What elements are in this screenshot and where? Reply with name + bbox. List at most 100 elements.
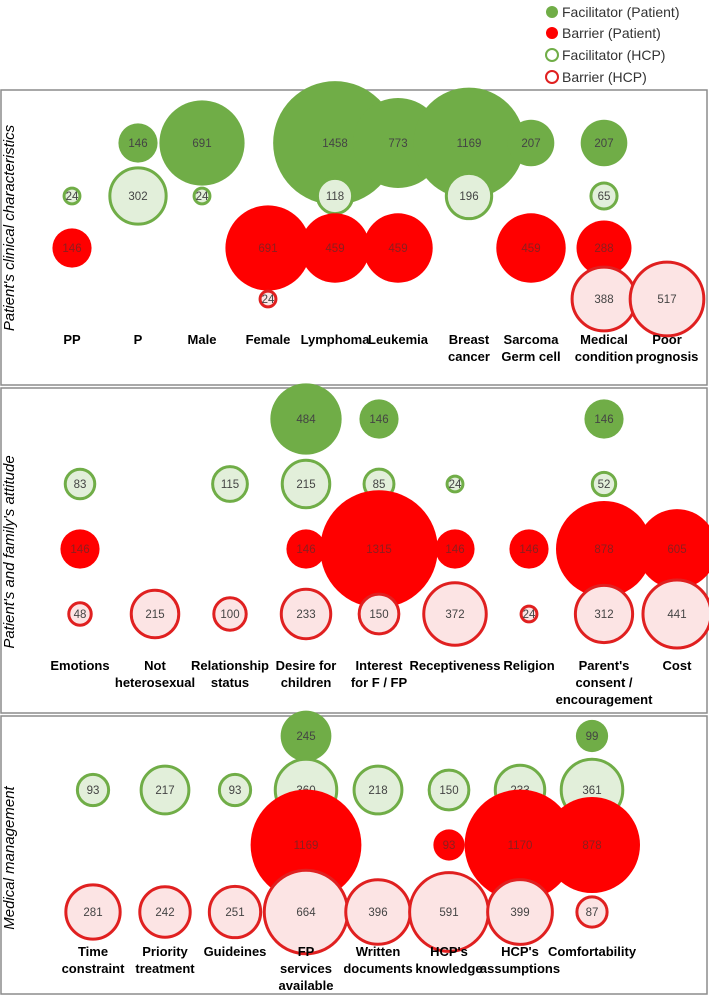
bubble-value-label: 605 <box>667 544 686 556</box>
bubble-value-label: 281 <box>83 907 102 919</box>
bubble-fh <box>427 768 471 812</box>
legend-marker-bh <box>545 70 559 84</box>
bubble-fh <box>139 764 191 816</box>
chart-panels: Patient's clinical characteristics 24 146 P… <box>0 81 709 995</box>
bubble-bp <box>320 490 438 608</box>
category-group: 146 24 Religion <box>503 529 555 673</box>
bubble-bh <box>129 588 181 640</box>
category-group: 484 215 146 233 Desire for children <box>270 383 342 690</box>
bubble-value-label: 118 <box>326 191 344 203</box>
category-label: Receptiveness <box>409 658 500 673</box>
bubble-value-label: 664 <box>296 907 316 919</box>
bubble-fp <box>159 100 245 186</box>
bubble-bp <box>52 228 92 268</box>
bubble-bp <box>576 220 632 276</box>
category-group: 1169 196 Breast cancer <box>413 87 525 364</box>
bubble-bp <box>464 789 576 901</box>
legend-label-fh: Facilitator (HCP) <box>562 47 665 63</box>
bubble-fp <box>413 87 525 199</box>
category-label: HCP's knowledge <box>415 944 482 976</box>
bubble-bp <box>435 529 475 569</box>
panel-1: Patient's clinical characteristics 24 146 P… <box>0 81 708 386</box>
category-label: Priority treatment <box>135 944 195 976</box>
category-label: Written documents <box>343 944 412 976</box>
bubble-bp <box>286 529 326 569</box>
bubble-fp <box>575 719 609 753</box>
legend: Facilitator (Patient) Barrier (Patient) Fa… <box>545 4 679 85</box>
bubble-value-label: 48 <box>74 609 87 621</box>
bubble-value-label: 233 <box>296 609 315 621</box>
bubble-bh <box>641 578 709 650</box>
category-label: HCP's assumptions <box>480 944 560 976</box>
bubble-value-label: 93 <box>229 785 242 797</box>
category-label: Medical condition <box>575 332 634 364</box>
bubble-fh <box>192 186 212 206</box>
bubble-value-label: 215 <box>145 609 164 621</box>
bubble-bh <box>207 884 263 940</box>
bubble-value-label: 218 <box>368 785 387 797</box>
bubble-value-label: 691 <box>192 138 211 150</box>
category-label: Religion <box>503 658 554 673</box>
category-group: 93 251 Guideines <box>204 772 267 959</box>
category-label: Lymphoma <box>301 332 371 347</box>
bubble-value-label: 146 <box>128 138 147 150</box>
category-group: 146 85 1315 150 Interest for F / FP <box>320 399 438 690</box>
bubble-value-label: 217 <box>155 785 174 797</box>
bubble-value-label: 146 <box>369 414 388 426</box>
bubble-value-label: 399 <box>510 907 529 919</box>
category-label: Breast cancer <box>448 332 490 364</box>
legend-marker-fp <box>546 6 558 18</box>
bubble-bh <box>212 596 248 632</box>
bubble-value-label: 83 <box>74 479 87 491</box>
category-label: Female <box>246 332 291 347</box>
category-group: 691 24 Male <box>159 100 245 347</box>
bubble-fp <box>584 399 624 439</box>
category-label: Parent's consent / encouragement <box>556 658 653 707</box>
legend-marker-bp <box>546 27 558 39</box>
bubble-fp <box>118 123 158 163</box>
bubble-fh <box>445 474 465 494</box>
category-group: 150 93 591 HCP's knowledge <box>408 768 490 976</box>
bubble-value-label: 459 <box>521 243 540 255</box>
bubble-bh <box>258 289 278 309</box>
bubble-bp <box>433 829 465 861</box>
bubble-value-label: 459 <box>325 243 344 255</box>
bubble-bh <box>628 260 706 338</box>
bubble-value-label: 1169 <box>294 840 319 852</box>
bubble-fh <box>211 465 249 503</box>
legend-marker-fh <box>545 48 559 62</box>
bubble-value-label: 396 <box>368 907 387 919</box>
bubble-fh <box>352 764 404 816</box>
bubble-value-label: 878 <box>582 840 601 852</box>
bubble-bp <box>555 500 653 598</box>
bubble-value-label: 24 <box>66 191 79 203</box>
legend-label-bh: Barrier (HCP) <box>562 69 647 85</box>
category-label: Time constraint <box>62 944 126 976</box>
panel-title: Patient's clinical characteristics <box>1 124 18 331</box>
bubble-value-label: 115 <box>221 479 239 491</box>
category-group: 99 361 878 87 Comfortability <box>543 719 641 959</box>
bubble-bh <box>573 583 635 645</box>
bubble-bh <box>519 604 539 624</box>
bubble-value-label: 52 <box>598 479 611 491</box>
category-group: 605 441 Cost <box>637 509 709 673</box>
category-group: 83 146 48 Emotions <box>50 467 110 673</box>
bubble-value-label: 85 <box>373 479 386 491</box>
bubble-value-label: 242 <box>155 907 174 919</box>
bubble-value-label: 146 <box>445 544 464 556</box>
bubble-bp <box>250 789 362 901</box>
bubble-fh <box>75 772 111 808</box>
category-label: Guideines <box>204 944 267 959</box>
bubble-value-label: 302 <box>128 191 147 203</box>
bubble-value-label: 484 <box>296 414 316 426</box>
category-group: 115 100 Relationship status <box>191 465 269 690</box>
category-label: Cost <box>663 658 693 673</box>
bubble-value-label: 207 <box>594 138 613 150</box>
bubble-fp <box>280 710 332 762</box>
bubble-value-label: 361 <box>582 785 601 797</box>
bubble-fh <box>62 186 82 206</box>
bubble-bh <box>422 581 488 647</box>
legend-label-bp: Barrier (Patient) <box>562 25 661 41</box>
category-label: PP <box>63 332 81 347</box>
category-group: 24 146 372 Receptiveness <box>409 474 501 673</box>
